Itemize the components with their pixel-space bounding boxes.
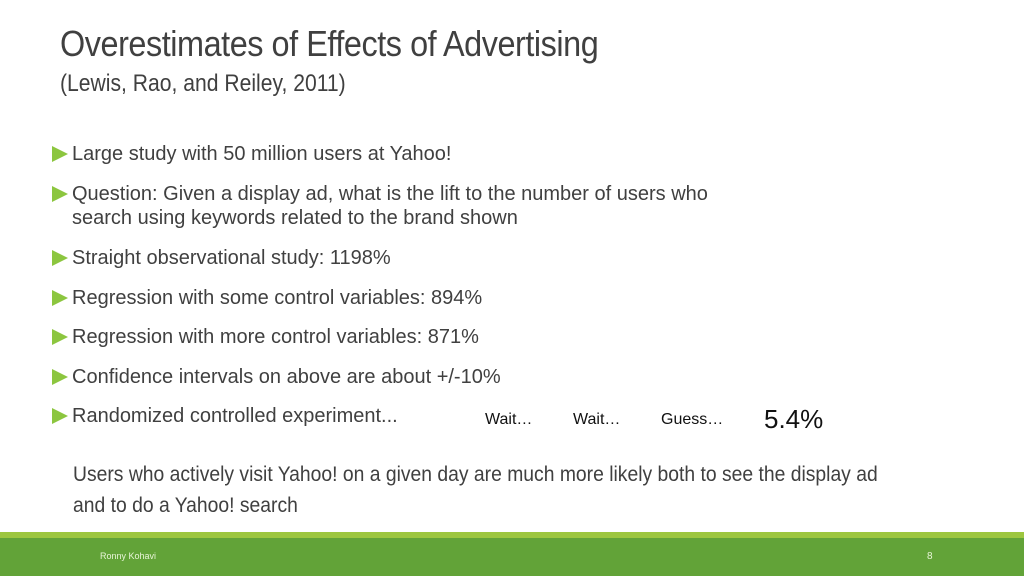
reveal-guess: Guess…	[661, 411, 724, 428]
arrow-bullet-icon	[52, 146, 68, 162]
bullet-item: Regression with some control variables: …	[52, 286, 482, 310]
bullet-text: Regression with some control variables: …	[72, 287, 483, 309]
bullet-text: Regression with more control variables: …	[72, 326, 479, 348]
bullet-item: Randomized controlled experiment...	[52, 404, 398, 428]
slide-title: Overestimates of Effects of Advertising	[60, 23, 599, 64]
bullet-text: Question: Given a display ad, what is th…	[72, 183, 708, 205]
bullet-item: Confidence intervals on above are about …	[52, 365, 501, 389]
slide-subtitle: (Lewis, Rao, and Reiley, 2011)	[60, 70, 346, 97]
footer-author: Ronny Kohavi	[100, 551, 157, 561]
explanation-note: Users who actively visit Yahoo! on a giv…	[73, 463, 878, 517]
arrow-bullet-icon	[52, 290, 68, 306]
arrow-bullet-icon	[52, 369, 68, 385]
reveal-wait-2: Wait…	[573, 411, 621, 428]
answer-value: 5.4%	[764, 404, 824, 434]
footer-stripe	[0, 532, 1024, 538]
bullet-item: Regression with more control variables: …	[52, 325, 479, 349]
reveal-wait-1: Wait…	[485, 411, 533, 428]
bullet-text-continuation: search using keywords related to the bra…	[72, 207, 518, 229]
arrow-bullet-icon	[52, 250, 68, 266]
arrow-bullet-icon	[52, 186, 68, 202]
bullet-text: Confidence intervals on above are about …	[72, 366, 501, 388]
bullet-text: Straight observational study: 1198%	[72, 247, 391, 269]
bullet-text: Randomized controlled experiment...	[72, 405, 398, 427]
bullet-item: Large study with 50 million users at Yah…	[52, 142, 451, 166]
arrow-bullet-icon	[52, 329, 68, 345]
bullet-item: Question: Given a display ad, what is th…	[52, 182, 708, 230]
arrow-bullet-icon	[52, 408, 68, 424]
page-number: 8	[927, 551, 933, 562]
footer-bar: Ronny Kohavi 8	[0, 538, 1024, 576]
bullet-text: Large study with 50 million users at Yah…	[72, 143, 452, 165]
bullet-item: Straight observational study: 1198%	[52, 246, 391, 270]
